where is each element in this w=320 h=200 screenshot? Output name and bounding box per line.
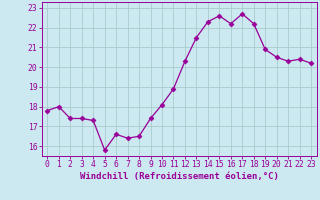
X-axis label: Windchill (Refroidissement éolien,°C): Windchill (Refroidissement éolien,°C)	[80, 172, 279, 181]
